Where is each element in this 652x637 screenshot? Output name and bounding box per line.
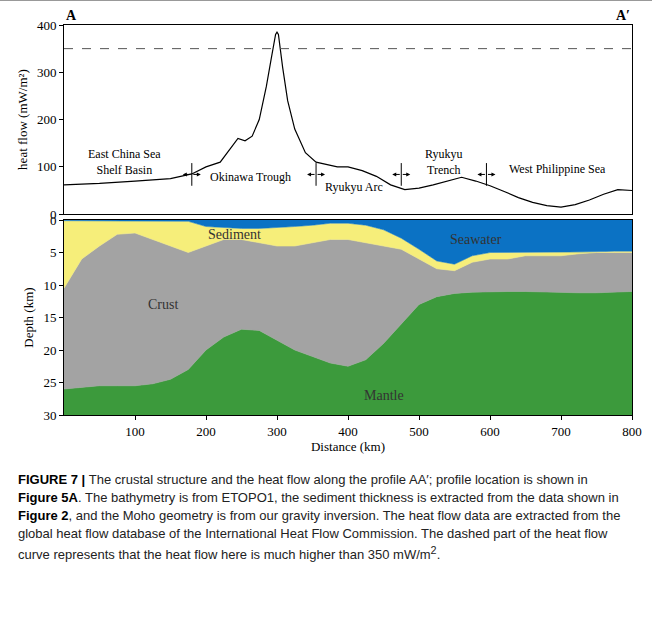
svg-text:Sediment: Sediment	[208, 227, 261, 242]
html-text:FIGURE 7 | The crustal structu: FIGURE 7 | The crustal structure and the…	[18, 472, 588, 487]
svg-text:20: 20	[43, 343, 56, 358]
svg-text:15: 15	[43, 310, 56, 325]
svg-text:Okinawa Trough: Okinawa Trough	[210, 170, 291, 184]
svg-text:Depth (km): Depth (km)	[21, 287, 36, 347]
svg-text:Crust: Crust	[148, 297, 178, 312]
svg-text:500: 500	[409, 424, 429, 439]
html-text:Figure 2, and the Moho geometr: Figure 2, and the Moho geometry is from …	[18, 507, 621, 563]
svg-text:300: 300	[37, 65, 57, 80]
svg-text:0: 0	[50, 207, 57, 222]
svg-text:10: 10	[43, 278, 56, 293]
svg-text:25: 25	[43, 375, 56, 390]
svg-text:100: 100	[37, 159, 57, 174]
svg-text:East China SeaShelf Basin: East China SeaShelf Basin	[88, 147, 161, 177]
svg-text:West Philippine Sea: West Philippine Sea	[509, 162, 606, 176]
svg-text:30: 30	[43, 408, 56, 423]
svg-text:heat flow (mW/m²): heat flow (mW/m²)	[15, 69, 30, 170]
svg-text:Seawater: Seawater	[450, 232, 502, 247]
svg-text:A: A	[66, 8, 77, 23]
svg-text:300: 300	[267, 424, 287, 439]
svg-text:Mantle: Mantle	[364, 388, 404, 403]
svg-text:Ryukyu Arc: Ryukyu Arc	[325, 180, 383, 194]
svg-text:400: 400	[37, 18, 57, 33]
svg-text:RyukyuTrench: RyukyuTrench	[425, 147, 463, 177]
svg-text:600: 600	[480, 424, 500, 439]
svg-text:A′: A′	[616, 8, 630, 23]
svg-text:800: 800	[622, 424, 642, 439]
svg-text:200: 200	[196, 424, 216, 439]
svg-text:700: 700	[551, 424, 571, 439]
svg-text:400: 400	[338, 424, 358, 439]
svg-text:100: 100	[125, 424, 145, 439]
svg-text:200: 200	[37, 112, 57, 127]
svg-text:0: 0	[50, 213, 57, 228]
svg-text:5: 5	[50, 245, 57, 260]
svg-text:Distance (km): Distance (km)	[311, 439, 385, 454]
html-text:Figure 5A. The bathymetry is f: Figure 5A. The bathymetry is from ETOPO1…	[18, 489, 619, 505]
